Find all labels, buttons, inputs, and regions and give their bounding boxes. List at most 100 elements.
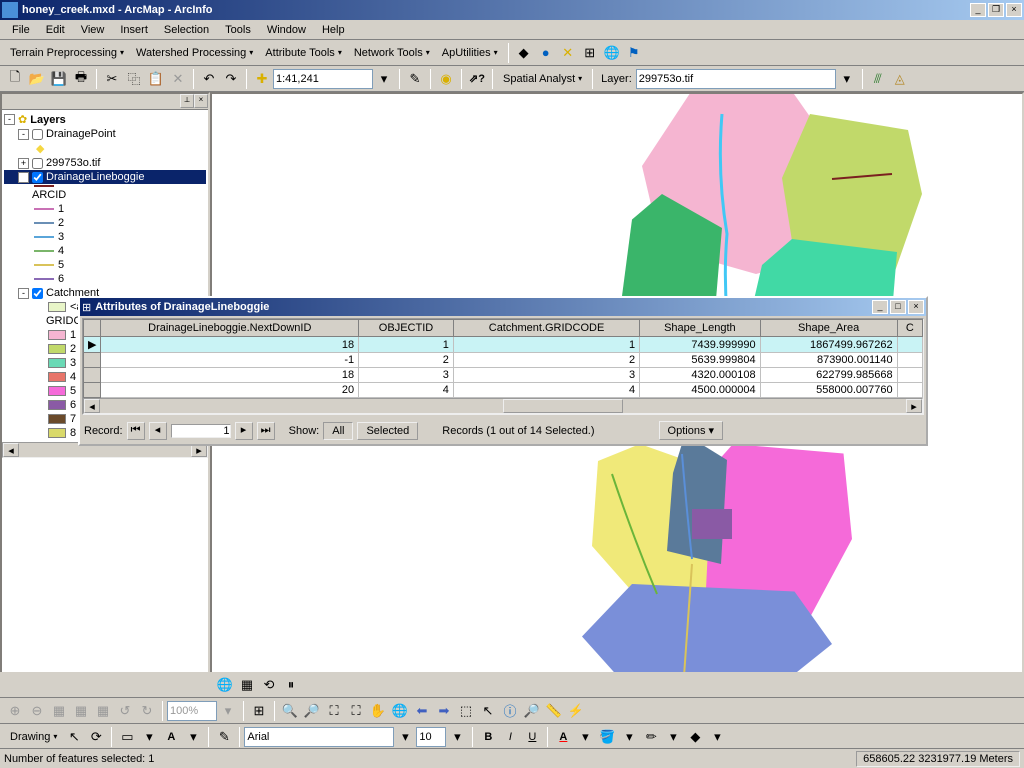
scroll-right-icon[interactable]: ▸ — [906, 399, 922, 413]
italic-icon[interactable]: I — [499, 726, 521, 748]
line-color-dd-icon[interactable]: ▾ — [662, 726, 684, 748]
expand-icon[interactable]: - — [18, 172, 29, 183]
cell[interactable]: 1867499.967262 — [760, 337, 897, 353]
tree-item[interactable]: +299753o.tif — [4, 156, 206, 170]
prev-record-icon[interactable]: ◂ — [149, 422, 167, 440]
tool-a[interactable]: ⊕ — [4, 700, 26, 722]
layer-checkbox[interactable] — [32, 129, 43, 140]
show-all-button[interactable]: All — [323, 422, 353, 440]
spatial-analyst-menu[interactable]: Spatial Analyst — [497, 71, 588, 87]
hyperlink-icon[interactable]: ⚡ — [565, 700, 587, 722]
size-dd-icon[interactable]: ▾ — [446, 726, 468, 748]
next-record-icon[interactable]: ▸ — [235, 422, 253, 440]
layout-view-icon[interactable]: ▦ — [236, 674, 258, 696]
minimize-button[interactable]: _ — [970, 3, 986, 17]
cell[interactable]: 1 — [453, 337, 639, 353]
row-selector[interactable] — [84, 383, 101, 398]
help-icon[interactable]: ⇗? — [466, 68, 488, 90]
toggle-icon[interactable]: ⊞ — [248, 700, 270, 722]
font-combo[interactable] — [244, 727, 394, 747]
cell[interactable]: 2 — [359, 353, 454, 368]
fixed-zoom-out-icon[interactable]: ⛶ — [345, 700, 367, 722]
table-row[interactable]: 20444500.000004558000.007760 — [84, 383, 923, 398]
record-input[interactable] — [171, 424, 231, 438]
measure-icon[interactable]: 📏 — [543, 700, 565, 722]
edit-vertices-icon[interactable]: ✎ — [213, 726, 235, 748]
row-selector[interactable] — [84, 368, 101, 383]
row-header[interactable] — [84, 320, 101, 337]
zoom-out-icon[interactable]: 🔎 — [301, 700, 323, 722]
rotate-icon[interactable]: ⟳ — [85, 726, 107, 748]
close-button[interactable]: × — [1006, 3, 1022, 17]
menu-selection[interactable]: Selection — [156, 22, 217, 38]
arccatalog-icon[interactable]: ◉ — [435, 68, 457, 90]
zoom-input[interactable] — [167, 701, 217, 721]
histogram-icon[interactable]: ⫻ — [867, 68, 889, 90]
cell[interactable]: 5639.999804 — [640, 353, 761, 368]
column-header[interactable]: Shape_Area — [760, 320, 897, 337]
aputilities-menu[interactable]: ApUtilities — [436, 45, 504, 61]
column-header[interactable]: Shape_Length — [640, 320, 761, 337]
contour-icon[interactable]: ◬ — [889, 68, 911, 90]
column-header[interactable]: OBJECTID — [359, 320, 454, 337]
cell[interactable]: 18 — [101, 368, 359, 383]
copy-icon[interactable]: ⿻ — [123, 68, 145, 90]
tree-item[interactable]: 6 — [4, 272, 206, 286]
fill-color-dd-icon[interactable]: ▾ — [618, 726, 640, 748]
drawing-menu[interactable]: Drawing — [4, 729, 63, 745]
network-tools-menu[interactable]: Network Tools — [348, 45, 436, 61]
attr-titlebar[interactable]: ⊞ Attributes of DrainageLineboggie _ □ × — [80, 298, 926, 316]
cell[interactable]: 3 — [453, 368, 639, 383]
table-row[interactable]: 18334320.000108622799.985668 — [84, 368, 923, 383]
layer-checkbox[interactable] — [32, 172, 43, 183]
menu-tools[interactable]: Tools — [217, 22, 259, 38]
font-color-dd-icon[interactable]: ▾ — [574, 726, 596, 748]
expand-icon[interactable]: - — [18, 288, 29, 299]
tree-item[interactable]: -DrainagePoint — [4, 127, 206, 141]
cell[interactable]: 4 — [359, 383, 454, 398]
menu-edit[interactable]: Edit — [38, 22, 73, 38]
watershed-processing-menu[interactable]: Watershed Processing — [130, 45, 259, 61]
expand-icon[interactable]: - — [4, 114, 15, 125]
cut-icon[interactable]: ✂ — [101, 68, 123, 90]
table-row[interactable]: ▶18117439.9999901867499.967262 — [84, 337, 923, 353]
menu-window[interactable]: Window — [259, 22, 314, 38]
terrain-preprocessing-menu[interactable]: Terrain Preprocessing — [4, 45, 130, 61]
marker-color-dd-icon[interactable]: ▾ — [706, 726, 728, 748]
menu-help[interactable]: Help — [314, 22, 353, 38]
cell[interactable]: 558000.007760 — [760, 383, 897, 398]
tool-icon-2[interactable]: ● — [535, 42, 557, 64]
attr-minimize-button[interactable]: _ — [872, 300, 888, 314]
attribute-tools-menu[interactable]: Attribute Tools — [259, 45, 348, 61]
layer-checkbox[interactable] — [32, 158, 43, 169]
cell[interactable]: 18 — [101, 337, 359, 353]
cell[interactable]: -1 — [101, 353, 359, 368]
catchment-polygon[interactable] — [692, 509, 732, 539]
cell[interactable]: 1 — [359, 337, 454, 353]
scroll-left-icon[interactable]: ◂ — [84, 399, 100, 413]
cell[interactable]: 4320.000108 — [640, 368, 761, 383]
find-icon[interactable]: 🔎 — [521, 700, 543, 722]
tool-icon-4[interactable]: ⊞ — [579, 42, 601, 64]
column-header[interactable]: Catchment.GRIDCODE — [453, 320, 639, 337]
tool-icon-1[interactable]: ◆ — [513, 42, 535, 64]
zoom-dd-icon[interactable]: ▾ — [217, 700, 239, 722]
attr-hscroll[interactable]: ◂ ▸ — [83, 398, 923, 414]
menu-insert[interactable]: Insert — [112, 22, 156, 38]
underline-icon[interactable]: U — [521, 726, 543, 748]
last-record-icon[interactable]: ⏭ — [257, 422, 275, 440]
font-dd-icon[interactable]: ▾ — [394, 726, 416, 748]
open-icon[interactable]: 📂 — [26, 68, 48, 90]
select-icon[interactable]: ↖ — [63, 726, 85, 748]
table-row[interactable]: -1225639.999804873900.001140 — [84, 353, 923, 368]
show-selected-button[interactable]: Selected — [357, 422, 418, 440]
cell[interactable]: 20 — [101, 383, 359, 398]
fontsize-combo[interactable] — [416, 727, 446, 747]
first-record-icon[interactable]: ⏮ — [127, 422, 145, 440]
zoom-in-icon[interactable]: 🔍 — [279, 700, 301, 722]
menu-file[interactable]: File — [4, 22, 38, 38]
line-color-icon[interactable]: ✏ — [640, 726, 662, 748]
pan-icon[interactable]: ✋ — [367, 700, 389, 722]
bold-icon[interactable]: B — [477, 726, 499, 748]
cell[interactable]: 873900.001140 — [760, 353, 897, 368]
